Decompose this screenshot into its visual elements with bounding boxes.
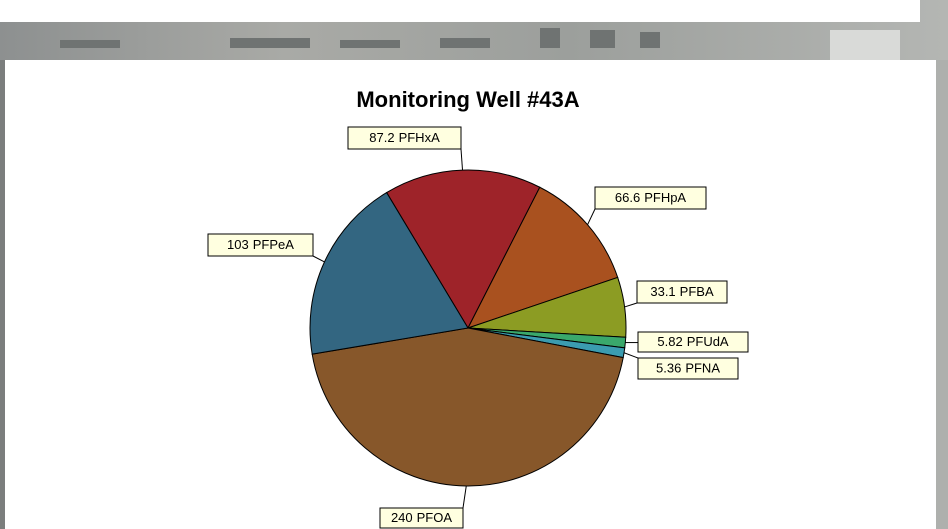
leader-line: [624, 302, 638, 308]
label-name: PFOA: [417, 510, 453, 525]
label-value: 66.6: [615, 190, 640, 205]
label-value: 5.36: [656, 361, 681, 376]
label-value: 240: [391, 510, 413, 525]
label-name: PFNA: [685, 361, 720, 376]
data-label: 33.1 PFBA: [650, 284, 714, 299]
label-box: [637, 331, 749, 353]
label-value: 5.82: [657, 334, 682, 349]
top-bar: [0, 0, 920, 22]
label-box: [379, 507, 464, 529]
leader-line: [460, 148, 464, 171]
chart-title: Monitoring Well #43A: [356, 87, 579, 112]
labels: 87.2 PFHxA 66.6 PFHpA 33.1 PFBA 5.82 PFUdA 5.36 P…: [207, 126, 749, 529]
leader-line: [623, 352, 639, 359]
label-box: [637, 357, 739, 380]
leader-line: [462, 485, 467, 509]
label-box: [636, 280, 728, 304]
pie: [309, 169, 627, 487]
label-name: PFBA: [680, 284, 714, 299]
pie-slice: [466, 186, 619, 329]
label-value: 33.1: [650, 284, 675, 299]
label-value: 87.2: [369, 130, 394, 145]
label-box: [347, 126, 462, 150]
label-box: [594, 186, 707, 210]
label-name: PFPeA: [253, 237, 295, 252]
leader-line: [587, 208, 596, 225]
label-value: 103: [227, 237, 249, 252]
label-name: PFUdA: [687, 334, 729, 349]
data-label: 103 PFPeA: [227, 237, 294, 252]
label-name: PFHxA: [399, 130, 441, 145]
data-label: 87.2 PFHxA: [369, 130, 440, 145]
data-label: 5.36 PFNA: [656, 361, 720, 376]
pie-slice: [309, 191, 469, 355]
leader-line: [312, 255, 325, 263]
data-label: 66.6 PFHpA: [615, 190, 687, 205]
aerial-details: [0, 28, 948, 529]
data-label: 240 PFOA: [391, 510, 452, 525]
pie-slice: [311, 327, 624, 487]
label-box: [207, 233, 314, 257]
pie-slice: [385, 169, 541, 330]
label-name: PFHpA: [644, 190, 686, 205]
data-label: 5.82 PFUdA: [657, 334, 729, 349]
